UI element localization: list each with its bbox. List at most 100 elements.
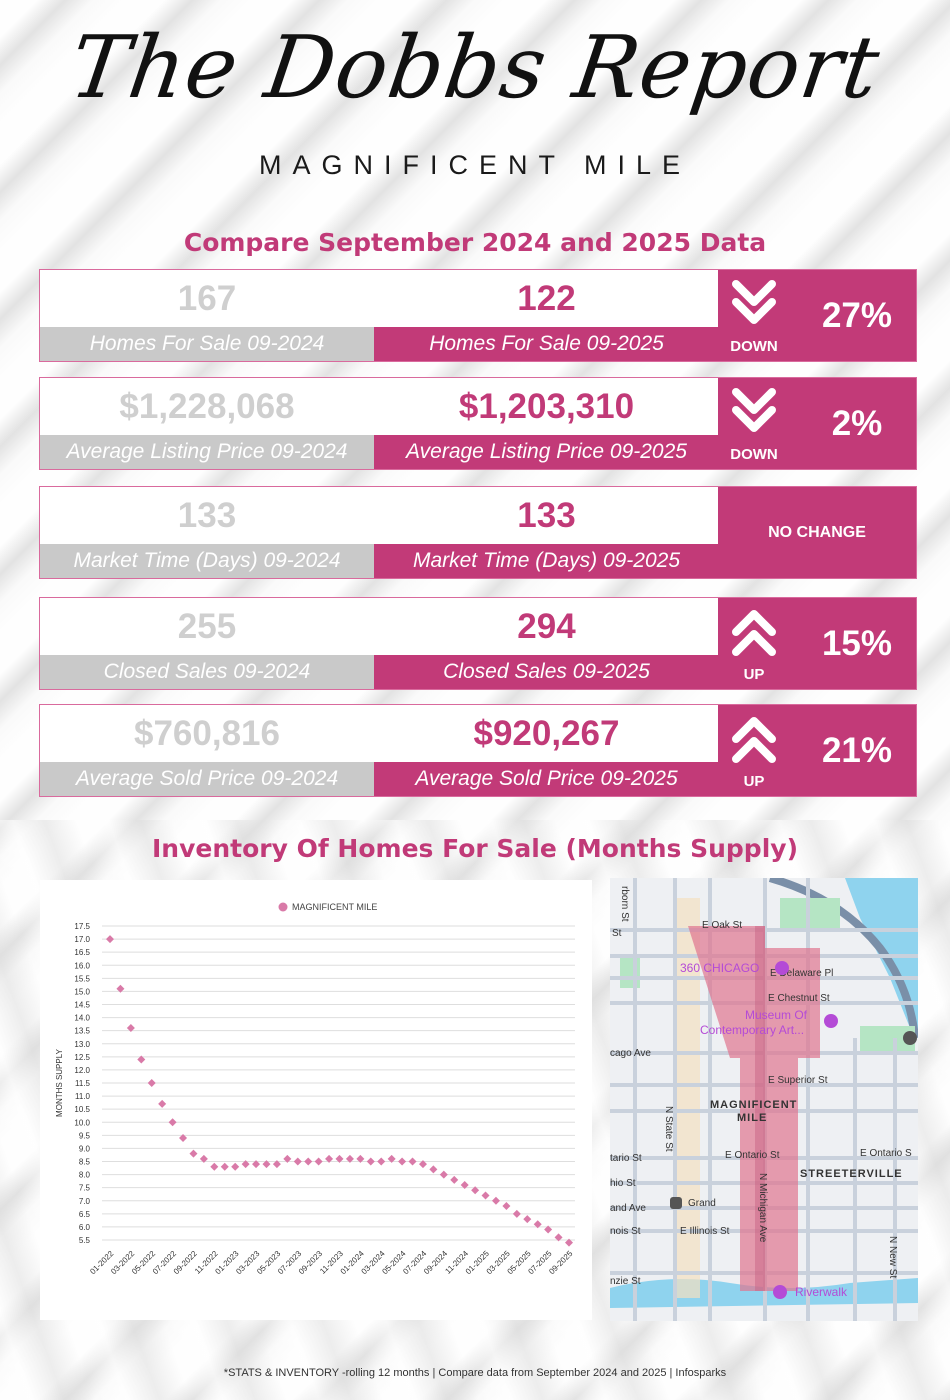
data-point (168, 1118, 177, 1127)
map-label: N State St (663, 1106, 674, 1152)
map-label-neighborhood: STREETERVILLE (800, 1168, 903, 1180)
change-indicator: UP 15% (718, 598, 916, 689)
stat-row: 255 294 Closed Sales 09-2024 Closed Sales 0… (39, 597, 917, 690)
map-label: cago Ave (610, 1048, 651, 1059)
stat-row: $1,228,068 $1,203,310 Average Listing Pric… (39, 377, 917, 470)
y-tick-label: 10.0 (74, 1118, 90, 1127)
y-tick-label: 13.5 (74, 1027, 90, 1036)
report-subtitle: MAGNIFICENT MILE (258, 150, 692, 180)
data-point (252, 1160, 261, 1169)
y-axis-label: MONTHS SUPPLY (55, 1048, 64, 1117)
y-tick-label: 8.5 (79, 1158, 91, 1167)
prev-value: 167 (177, 279, 237, 318)
data-point (158, 1099, 167, 1108)
map-label: N Michigan Ave (757, 1173, 768, 1243)
map-poi-label[interactable]: Museum Of (745, 1008, 808, 1022)
x-tick-label: 09-2025 (547, 1249, 575, 1277)
prev-label: Average Sold Price 09-2024 (40, 762, 374, 796)
prev-label: Closed Sales 09-2024 (40, 655, 374, 689)
data-point (398, 1157, 407, 1166)
map-label: and Ave (610, 1203, 646, 1214)
data-point (418, 1160, 427, 1169)
no-change-label: NO CHANGE (768, 523, 866, 541)
y-tick-label: 6.0 (79, 1223, 91, 1232)
museum-pin-icon[interactable] (824, 1014, 838, 1028)
map-label: E Illinois St (680, 1226, 730, 1237)
map-label: rborn St (619, 886, 630, 922)
change-indicator: DOWN 27% (718, 270, 916, 361)
data-point (304, 1157, 313, 1166)
legend-label: MAGNIFICENT MILE (292, 902, 377, 912)
current-label: Closed Sales 09-2025 (374, 655, 719, 689)
change-percent: 21% (821, 730, 893, 770)
y-tick-label: 6.5 (79, 1210, 91, 1219)
data-point (502, 1201, 511, 1210)
data-point (491, 1196, 500, 1205)
data-point (293, 1157, 302, 1166)
y-tick-label: 13.0 (74, 1040, 90, 1049)
current-label: Market Time (Days) 09-2025 (374, 544, 719, 578)
map-label: hio St (610, 1178, 636, 1189)
current-value: $920,267 (473, 714, 620, 753)
map-svg: E Oak St E Delaware Pl E Chestnut St cag… (610, 878, 918, 1321)
data-point (366, 1157, 375, 1166)
data-point (231, 1162, 240, 1171)
data-point (126, 1024, 135, 1033)
data-point (106, 935, 114, 944)
data-point (283, 1154, 292, 1163)
direction-label: DOWN (730, 338, 778, 355)
change-indicator: NO CHANGE (718, 487, 916, 578)
school-pin-icon[interactable] (903, 1031, 917, 1045)
map-label: E Superior St (768, 1075, 828, 1086)
map-label-neighborhood: MILE (737, 1112, 767, 1124)
y-tick-label: 14.5 (74, 1001, 90, 1010)
data-point (262, 1160, 271, 1169)
data-point (471, 1186, 480, 1195)
map-label: E Ontario St (725, 1150, 780, 1161)
data-point (241, 1160, 250, 1169)
prev-value: 133 (177, 496, 237, 535)
data-point (408, 1157, 417, 1166)
y-tick-label: 8.0 (79, 1171, 91, 1180)
current-label: Homes For Sale 09-2025 (374, 327, 719, 361)
y-tick-label: 7.0 (79, 1197, 91, 1206)
data-point (314, 1157, 323, 1166)
double-chevron-down-icon (732, 280, 776, 324)
map-label: Grand (688, 1198, 716, 1209)
y-tick-label: 15.5 (74, 974, 90, 983)
legend-marker (278, 902, 288, 912)
map-poi-label[interactable]: Riverwalk (795, 1285, 848, 1299)
current-value: 122 (517, 279, 576, 318)
data-point (565, 1238, 573, 1247)
stat-row: 167 122 Homes For Sale 09-2024 Homes For Sa… (39, 269, 917, 362)
double-chevron-up-icon (732, 717, 776, 763)
current-value: 133 (517, 496, 576, 535)
y-tick-label: 16.0 (74, 961, 90, 970)
map-label: N New St (887, 1236, 898, 1278)
map-poi-label[interactable]: 360 CHICAGO (680, 961, 759, 975)
neighborhood-map[interactable]: E Oak St E Delaware Pl E Chestnut St cag… (610, 878, 918, 1321)
data-point (512, 1209, 521, 1218)
data-point (377, 1157, 386, 1166)
data-point (335, 1154, 344, 1163)
metro-station-icon[interactable] (670, 1197, 682, 1209)
prev-value: $1,228,068 (119, 387, 295, 426)
camera-pin-icon[interactable] (775, 961, 789, 975)
data-point (272, 1160, 281, 1169)
data-point (147, 1079, 156, 1087)
double-chevron-down-icon (732, 388, 776, 432)
current-label: Average Listing Price 09-2025 (374, 435, 719, 469)
double-chevron-up-icon (732, 610, 776, 656)
data-point (533, 1220, 542, 1229)
map-poi-label[interactable]: Contemporary Art... (700, 1023, 804, 1037)
y-tick-label: 9.5 (79, 1131, 91, 1140)
change-percent: 2% (831, 403, 883, 443)
map-label: E Ontario S (860, 1148, 912, 1159)
camera-pin-icon[interactable] (773, 1285, 787, 1299)
data-point (210, 1162, 219, 1171)
footer-note: *STATS & INVENTORY -rolling 12 months | … (223, 1367, 727, 1379)
data-point (220, 1162, 229, 1171)
direction-label: UP (743, 773, 765, 790)
map-label: tario St (610, 1153, 642, 1164)
map-label: E Delaware Pl (770, 968, 833, 979)
